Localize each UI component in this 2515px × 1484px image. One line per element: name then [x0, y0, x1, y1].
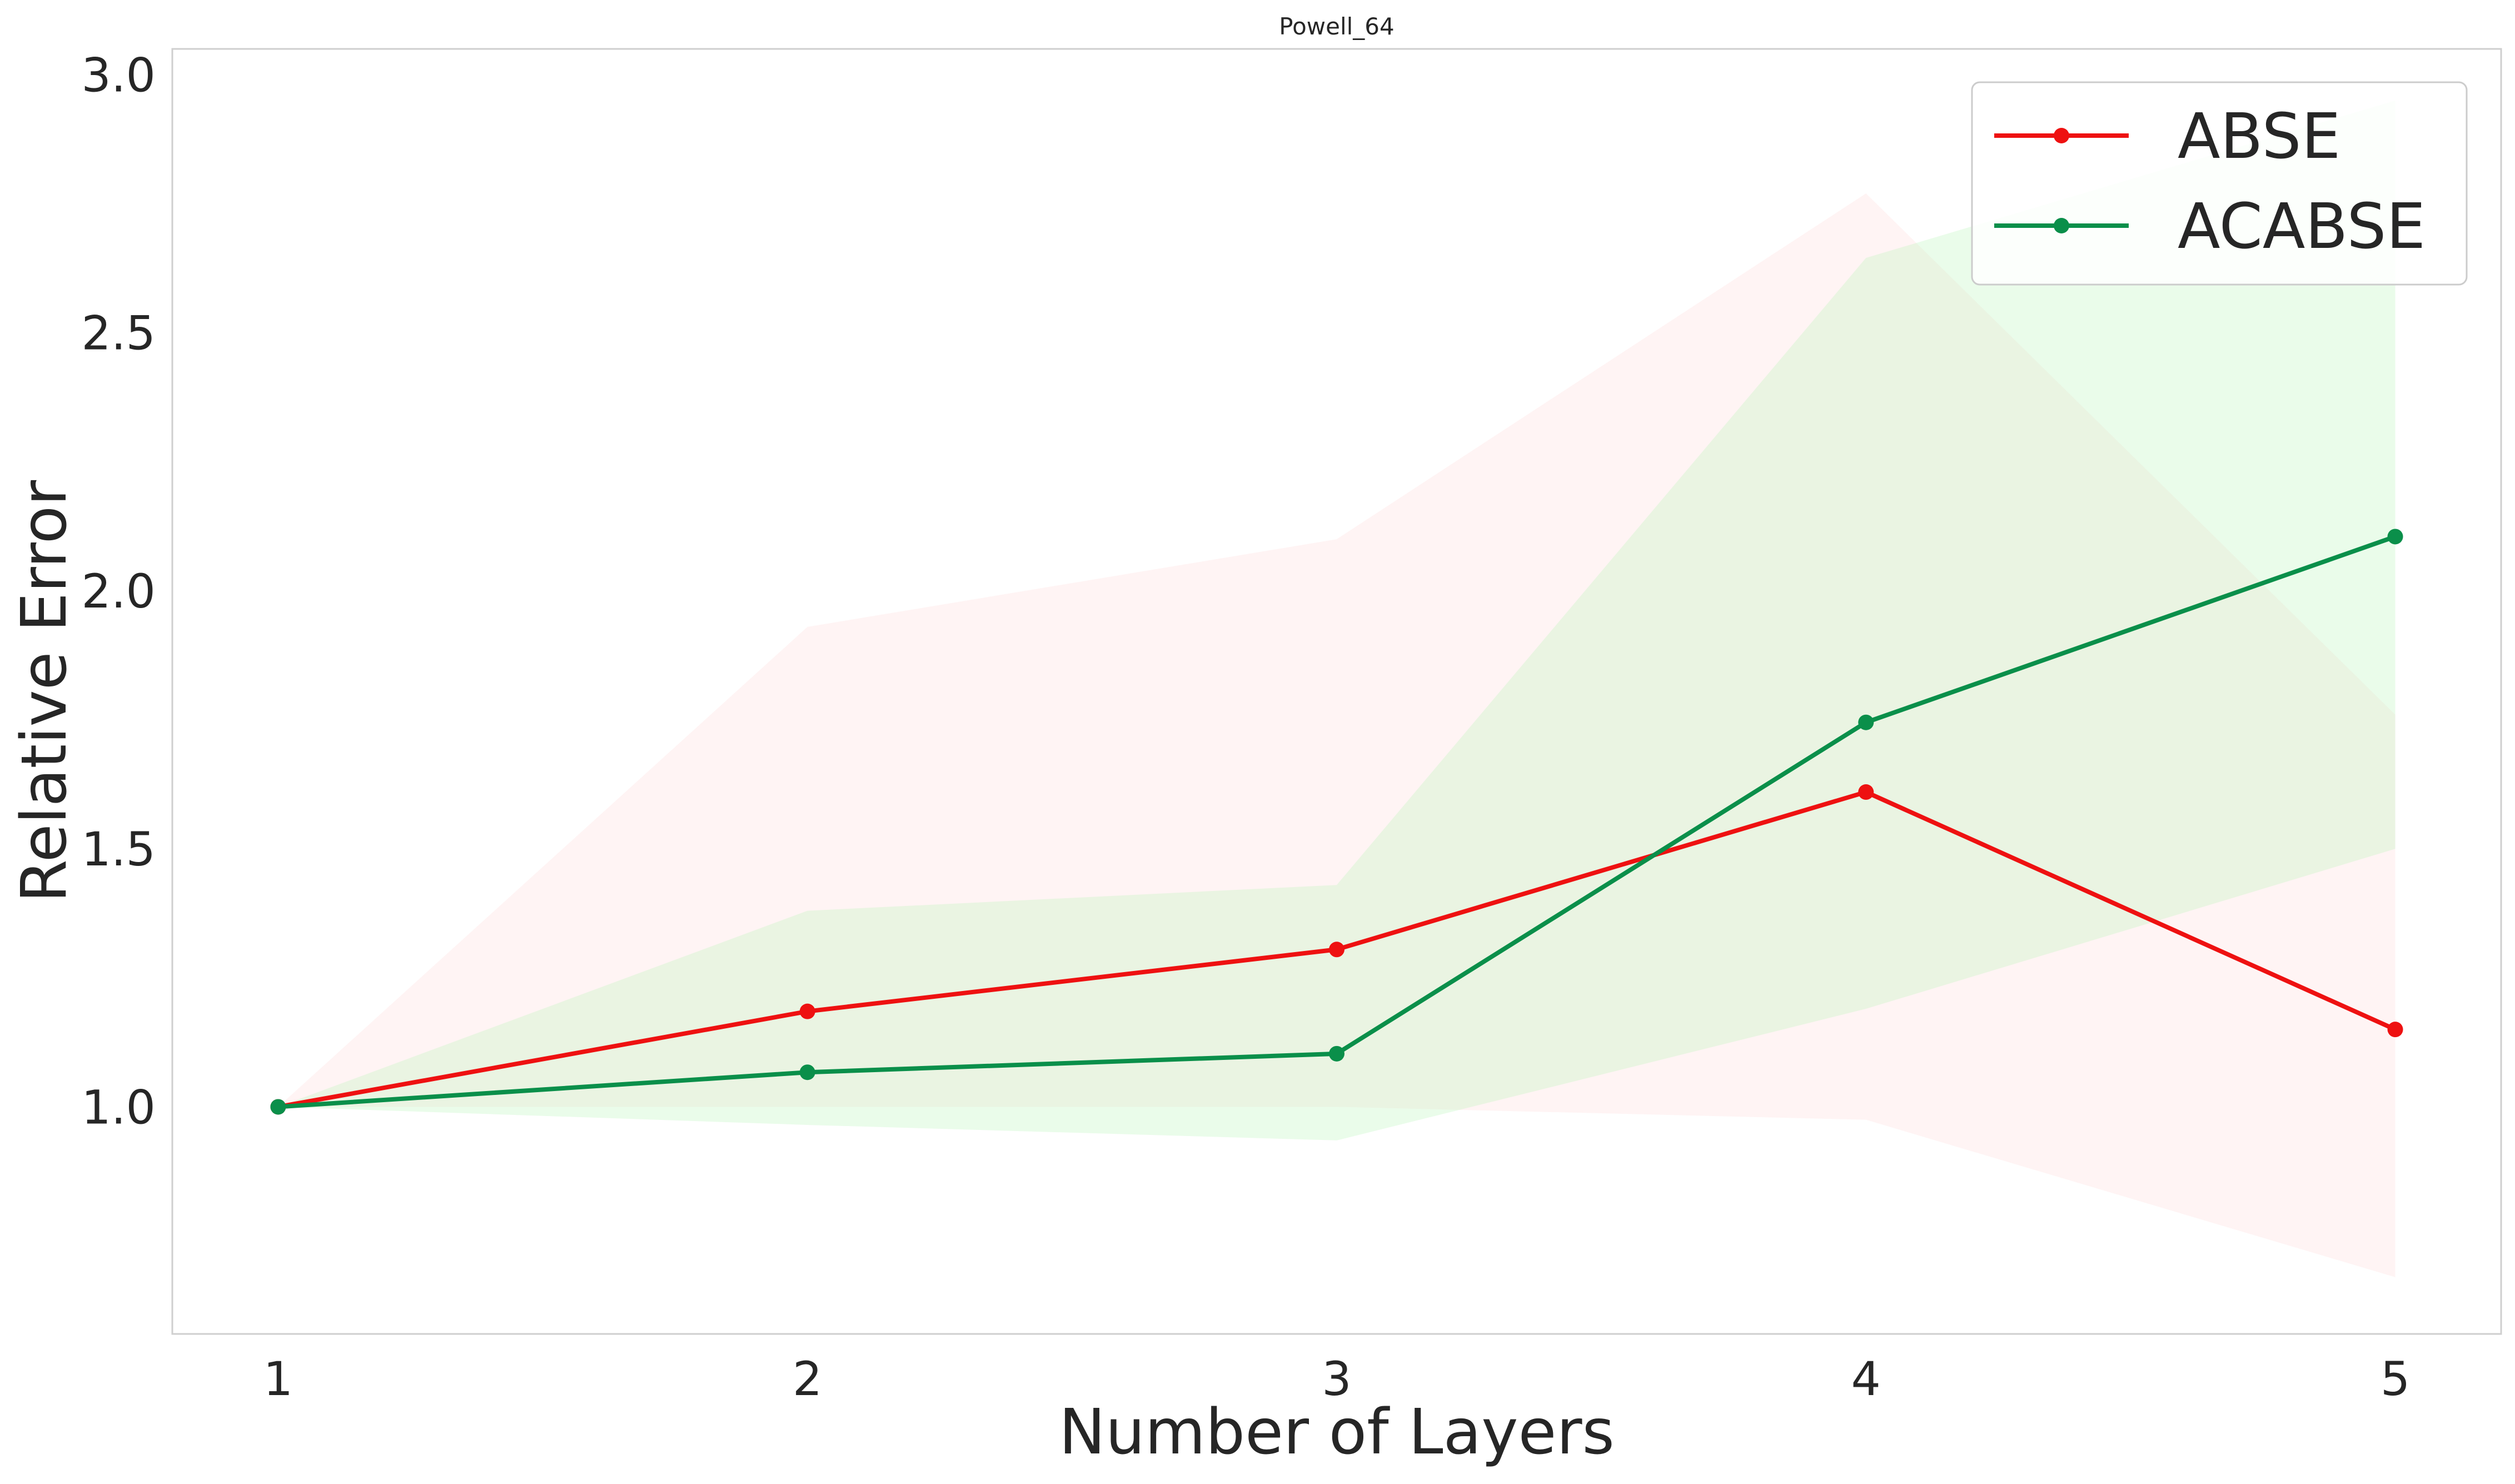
- x-tick-label: 1: [263, 1352, 293, 1406]
- point-abse: [1858, 784, 1874, 800]
- x-tick-label: 5: [2380, 1352, 2410, 1406]
- point-acabse: [1858, 714, 1874, 730]
- point-abse: [2387, 1022, 2403, 1038]
- legend-label-abse: ABSE: [2178, 101, 2340, 173]
- point-acabse: [1329, 1045, 1344, 1062]
- band-acabse: [278, 100, 2396, 1141]
- y-axis-label: Relative Error: [8, 480, 81, 903]
- legend: ABSE ACABSE: [1971, 81, 2468, 286]
- y-tick-label: 1.0: [81, 1080, 156, 1134]
- x-tick-label: 4: [1851, 1352, 1881, 1406]
- legend-box: [1971, 81, 2468, 286]
- legend-marker-abse: [2054, 128, 2069, 143]
- y-tick-label: 2.0: [81, 564, 156, 619]
- x-tick-label: 2: [793, 1352, 822, 1406]
- x-tick-label: 3: [1322, 1352, 1351, 1406]
- legend-label-acabse: ACABSE: [2178, 191, 2426, 263]
- x-axis-label: Number of Layers: [1059, 1396, 1615, 1468]
- x-axis-ticks: 1 2 3 4 5: [263, 1352, 2411, 1406]
- point-acabse: [2387, 529, 2403, 545]
- point-abse: [799, 1003, 815, 1019]
- chart-title: Powell_64: [1279, 13, 1395, 40]
- y-tick-label: 2.5: [81, 306, 156, 361]
- point-abse: [1329, 942, 1344, 958]
- legend-marker-acabse: [2054, 218, 2069, 233]
- series-lines: [270, 529, 2403, 1115]
- plot-frame: [171, 48, 2502, 1335]
- y-tick-label: 1.5: [81, 822, 156, 877]
- point-acabse: [799, 1064, 815, 1080]
- y-tick-label: 3.0: [81, 48, 156, 102]
- point-acabse: [270, 1099, 286, 1115]
- y-axis-ticks: 1.0 1.5 2.0 2.5 3.0: [81, 48, 156, 1134]
